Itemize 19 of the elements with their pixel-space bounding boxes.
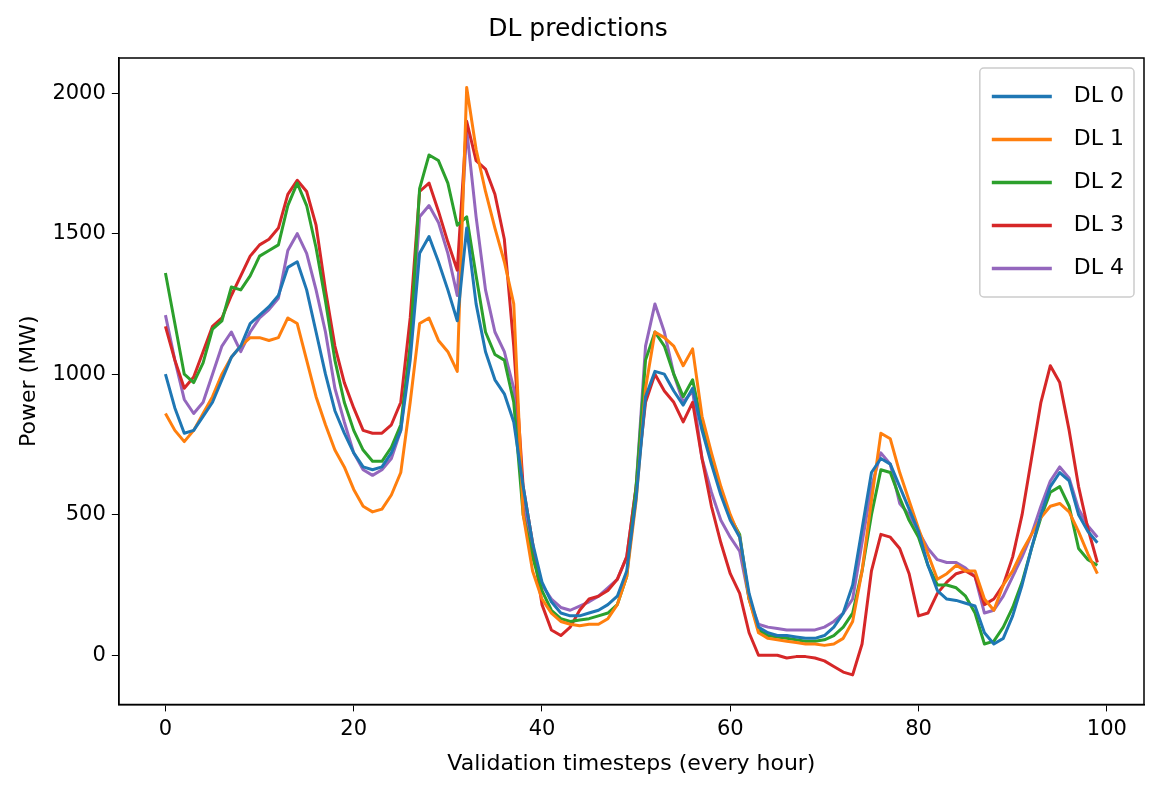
y-tick-label: 2000 [52, 79, 106, 104]
chart-title: DL predictions [488, 12, 668, 42]
x-tick-label: 20 [340, 716, 368, 741]
y-tick-label: 1500 [52, 220, 106, 245]
legend-label: DL 2 [1073, 168, 1124, 194]
legend-label: DL 0 [1073, 82, 1124, 108]
y-axis-title: Power (MW) [14, 315, 40, 447]
x-tick-label: 0 [158, 716, 173, 741]
legend-label: DL 4 [1073, 254, 1124, 280]
y-tick-label: 1000 [52, 360, 106, 385]
x-tick-label: 40 [528, 716, 556, 741]
legend-label: DL 3 [1073, 211, 1124, 237]
x-tick-label: 60 [716, 716, 744, 741]
legend-label: DL 1 [1073, 125, 1124, 151]
y-tick-label: 0 [92, 641, 106, 666]
x-tick-label: 100 [1086, 716, 1127, 741]
x-axis-title: Validation timesteps (every hour) [447, 749, 816, 775]
x-tick-label: 80 [905, 716, 932, 741]
y-tick-label: 500 [65, 501, 106, 526]
